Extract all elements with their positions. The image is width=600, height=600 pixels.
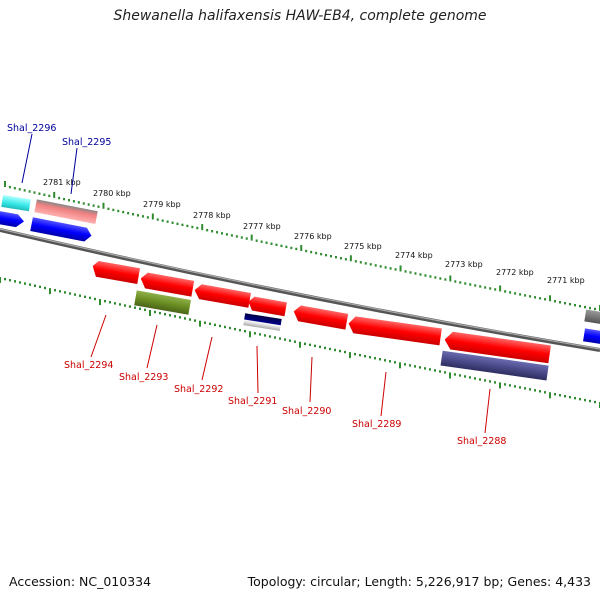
forward-features xyxy=(0,195,600,345)
kbp-label: 2774 kbp xyxy=(395,251,433,260)
lower-tick-track xyxy=(0,277,600,408)
kbp-labels: 2781 kbp 2780 kbp 2779 kbp 2778 kbp 2777… xyxy=(43,178,585,285)
kbp-label: 2771 kbp xyxy=(547,276,585,285)
gene-feature[interactable] xyxy=(30,217,93,242)
gene-label: Shal_2294 xyxy=(64,360,113,371)
genome-summary: Topology: circular; Length: 5,226,917 bp… xyxy=(247,574,591,589)
gene-labels: Shal_2296 Shal_2295 Shal_2294 Shal_2293 … xyxy=(7,123,506,447)
gene-feature[interactable] xyxy=(0,210,25,229)
kbp-label: 2775 kbp xyxy=(344,242,382,251)
gene-feature[interactable] xyxy=(584,309,600,325)
gene-feature[interactable] xyxy=(91,260,141,285)
kbp-label: 2778 kbp xyxy=(193,211,231,220)
gene-feature[interactable] xyxy=(193,283,251,308)
gene-feature[interactable] xyxy=(583,328,600,345)
kbp-label: 2772 kbp xyxy=(496,268,534,277)
gene-label: Shal_2295 xyxy=(62,137,111,148)
accession-text: Accession: NC_010334 xyxy=(9,574,152,589)
kbp-label: 2780 kbp xyxy=(93,189,131,198)
kbp-label: 2777 kbp xyxy=(243,222,281,231)
label-leaders xyxy=(21,133,491,434)
gene-label: Shal_2288 xyxy=(457,436,506,447)
gene-feature[interactable] xyxy=(443,331,551,364)
kbp-label: 2776 kbp xyxy=(294,232,332,241)
upper-tick-track xyxy=(4,181,600,311)
gene-label: Shal_2291 xyxy=(228,396,277,407)
gene-label: Shal_2293 xyxy=(119,372,168,383)
gene-feature[interactable] xyxy=(1,195,31,212)
gene-label: Shal_2289 xyxy=(352,419,401,430)
reverse-features xyxy=(91,260,551,381)
gene-feature[interactable] xyxy=(243,313,282,331)
genome-title: Shewanella halifaxensis HAW-EB4, complet… xyxy=(113,8,487,24)
gene-label: Shal_2296 xyxy=(7,123,56,134)
gene-feature[interactable] xyxy=(347,316,442,346)
gene-feature[interactable] xyxy=(34,199,98,224)
gene-feature[interactable] xyxy=(139,272,195,297)
gene-feature[interactable] xyxy=(134,290,191,315)
kbp-label: 2773 kbp xyxy=(445,260,483,269)
gene-label: Shal_2292 xyxy=(174,384,223,395)
gene-feature[interactable] xyxy=(440,350,549,381)
gene-feature[interactable] xyxy=(247,296,287,317)
kbp-label: 2779 kbp xyxy=(143,200,181,209)
gene-feature[interactable] xyxy=(292,304,349,330)
gene-label: Shal_2290 xyxy=(282,406,331,417)
kbp-label: 2781 kbp xyxy=(43,178,81,187)
genome-backbone xyxy=(0,228,600,352)
